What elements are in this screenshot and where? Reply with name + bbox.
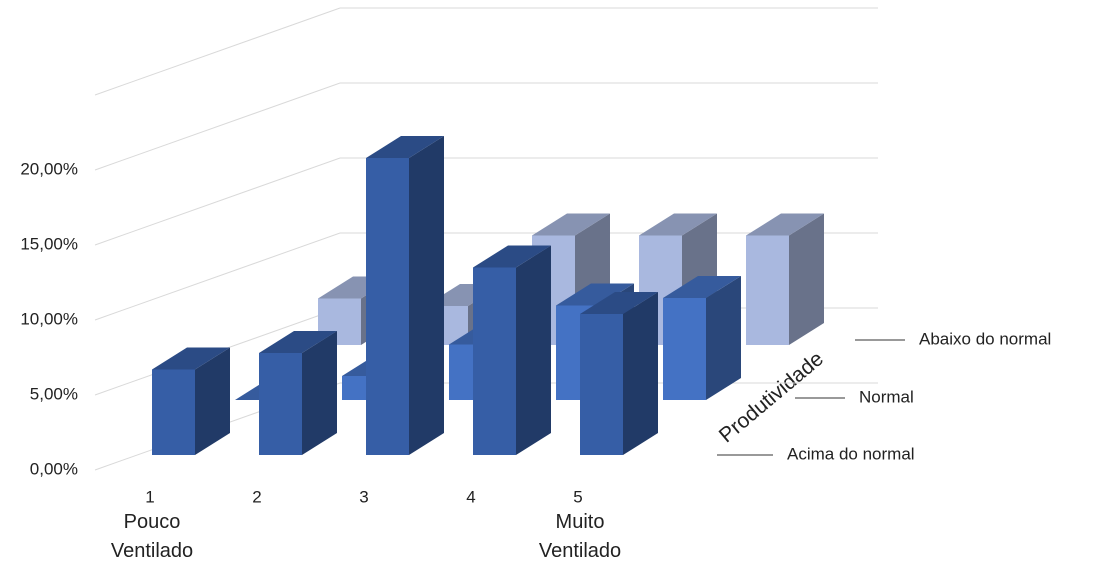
grid-line — [94, 157, 878, 246]
bar-side — [409, 136, 444, 455]
bar-side — [302, 331, 337, 455]
y-tick-label: 20,00% — [20, 159, 78, 178]
grid-line — [94, 82, 878, 171]
bar — [746, 235, 789, 345]
annotation: Muito Ventilado — [538, 511, 622, 562]
bar-side — [789, 213, 824, 345]
bar-top — [473, 245, 551, 268]
y-tick-label: 10,00% — [20, 309, 78, 328]
bar-top — [532, 213, 610, 236]
bar — [580, 314, 623, 455]
x-tick-label: 3 — [359, 487, 368, 506]
bar-side — [195, 347, 230, 455]
bar-top — [366, 136, 444, 158]
bar — [152, 369, 195, 455]
x-tick-label: 1 — [145, 487, 154, 506]
bar-side — [516, 245, 551, 455]
bar-top — [746, 213, 824, 236]
legend-label: Abaixo do normal — [919, 329, 1051, 348]
y-tick-label: 15,00% — [20, 234, 78, 253]
legend-label: Acima do normal — [787, 444, 915, 463]
y-tick-label: 0,00% — [30, 459, 78, 478]
bar-top — [580, 292, 658, 314]
wall-top-side — [94, 7, 341, 96]
bar — [366, 158, 409, 455]
x-tick-label: 5 — [573, 487, 582, 506]
x-tick-label: 4 — [466, 487, 475, 506]
y-tick-label: 5,00% — [30, 384, 78, 403]
x-tick-label: 2 — [252, 487, 261, 506]
bar-side — [623, 292, 658, 455]
bar — [473, 267, 516, 455]
bar — [259, 353, 302, 455]
bar-top — [556, 283, 634, 306]
bar-top — [663, 276, 741, 298]
legend-label: Normal — [859, 387, 914, 406]
bar-top — [639, 213, 717, 236]
annotation: Pouco Ventilado — [110, 511, 194, 562]
bar-top — [152, 347, 230, 370]
bar — [663, 298, 706, 400]
bar-top — [259, 331, 337, 353]
bar-side — [706, 276, 741, 400]
